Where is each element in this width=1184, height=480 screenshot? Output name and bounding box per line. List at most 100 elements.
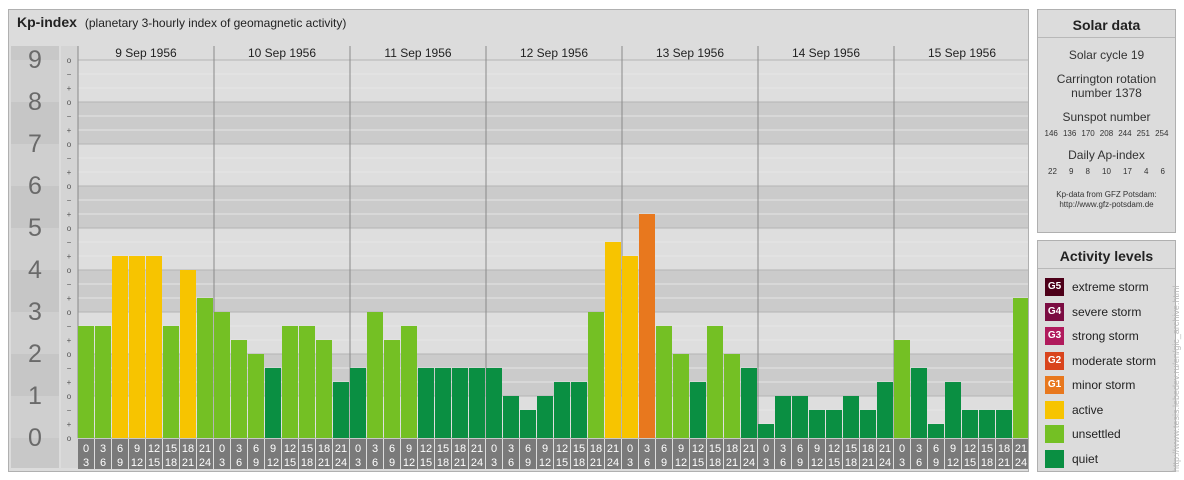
kp-bar bbox=[146, 256, 162, 438]
kp-bar bbox=[112, 256, 128, 438]
hour-end-label: 15 bbox=[284, 457, 296, 469]
y-band bbox=[11, 186, 59, 228]
hour-end-label: 24 bbox=[335, 457, 347, 469]
sub-tick: − bbox=[67, 70, 72, 79]
kp-bar bbox=[588, 312, 604, 438]
hour-start-label: 9 bbox=[814, 443, 820, 455]
legend-item: G5 extreme storm bbox=[1038, 275, 1175, 300]
hour-start-label: 18 bbox=[590, 443, 602, 455]
day-label: 9 Sep 1956 bbox=[115, 46, 177, 60]
hour-start-label: 12 bbox=[420, 443, 432, 455]
legend-label: moderate storm bbox=[1072, 353, 1157, 368]
solar-data-title: Solar data bbox=[1038, 10, 1175, 38]
hour-cell bbox=[911, 439, 927, 469]
hour-end-label: 6 bbox=[780, 457, 786, 469]
credit-line2: http://www.gfz-potsdam.de bbox=[1059, 200, 1154, 209]
hour-cell bbox=[503, 439, 519, 469]
hour-end-label: 21 bbox=[454, 457, 466, 469]
level-band bbox=[78, 228, 1028, 270]
hour-start-label: 15 bbox=[437, 443, 449, 455]
ap-value: 22 bbox=[1048, 167, 1057, 176]
day-label: 11 Sep 1956 bbox=[384, 46, 451, 60]
kp-bar bbox=[622, 256, 638, 438]
hour-end-label: 15 bbox=[964, 457, 976, 469]
hour-end-label: 3 bbox=[491, 457, 497, 469]
sub-tick: + bbox=[67, 378, 72, 387]
sunspot-label: Sunspot number bbox=[1062, 110, 1151, 124]
hour-cell bbox=[146, 439, 162, 469]
hour-end-label: 21 bbox=[862, 457, 874, 469]
hour-cell bbox=[741, 439, 757, 469]
hour-end-label: 6 bbox=[916, 457, 922, 469]
hour-start-label: 18 bbox=[182, 443, 194, 455]
hour-end-label: 18 bbox=[845, 457, 857, 469]
hour-end-label: 15 bbox=[148, 457, 160, 469]
hour-start-label: 18 bbox=[998, 443, 1010, 455]
kp-bar bbox=[707, 325, 723, 438]
hour-end-label: 18 bbox=[981, 457, 993, 469]
kp-bar bbox=[282, 325, 298, 438]
hour-end-label: 24 bbox=[199, 457, 211, 469]
hour-cell bbox=[78, 439, 94, 469]
hour-cell bbox=[571, 439, 587, 469]
hour-end-label: 18 bbox=[709, 457, 721, 469]
y-band bbox=[11, 228, 59, 270]
hour-start-label: 18 bbox=[862, 443, 874, 455]
kp-bar bbox=[690, 382, 706, 438]
hour-end-label: 21 bbox=[318, 457, 330, 469]
ap-values: 22 9 8 10 17 4 6 bbox=[1042, 167, 1171, 176]
kp-bar bbox=[520, 409, 536, 438]
day-label: 14 Sep 1956 bbox=[792, 46, 860, 60]
hour-start-label: 0 bbox=[83, 443, 89, 455]
kp-bar bbox=[214, 312, 230, 438]
hour-start-label: 3 bbox=[372, 443, 378, 455]
kp-chart-panel: Kp-index (planetary 3-hourly index of geo… bbox=[8, 9, 1029, 472]
hour-start-label: 15 bbox=[845, 443, 857, 455]
hour-cell bbox=[435, 439, 451, 469]
legend-swatch: G1 bbox=[1045, 376, 1064, 395]
kp-bar bbox=[877, 382, 893, 438]
hour-cell bbox=[248, 439, 264, 469]
legend-swatch bbox=[1045, 425, 1064, 444]
kp-bar bbox=[843, 396, 859, 438]
hour-start-label: 12 bbox=[284, 443, 296, 455]
sunspot-value: 254 bbox=[1155, 129, 1169, 138]
legend-swatch: G4 bbox=[1045, 302, 1064, 321]
hour-cell bbox=[401, 439, 417, 469]
level-band bbox=[78, 270, 1028, 312]
y-tick-label: 1 bbox=[28, 382, 42, 410]
side-credit: http://www.tesis.lebedev.ru/en/gic_archi… bbox=[1171, 285, 1181, 472]
hour-start-label: 9 bbox=[950, 443, 956, 455]
sub-tick: o bbox=[67, 140, 72, 149]
sunspot-value: 251 bbox=[1136, 129, 1150, 138]
hour-start-label: 6 bbox=[661, 443, 667, 455]
y-band bbox=[11, 102, 59, 144]
ap-value: 10 bbox=[1102, 167, 1111, 176]
activity-levels-panel: Activity levels G5 extreme storm G4 severe … bbox=[1037, 240, 1176, 472]
hour-cell bbox=[588, 439, 604, 469]
hour-start-label: 21 bbox=[199, 443, 211, 455]
hour-start-label: 21 bbox=[471, 443, 483, 455]
hour-end-label: 21 bbox=[726, 457, 738, 469]
sub-tick: + bbox=[67, 294, 72, 303]
hour-end-label: 21 bbox=[998, 457, 1010, 469]
activity-levels-title: Activity levels bbox=[1038, 241, 1175, 269]
solar-cycle: Solar cycle 19 bbox=[1068, 48, 1145, 62]
hour-start-label: 12 bbox=[148, 443, 160, 455]
hour-end-label: 6 bbox=[372, 457, 378, 469]
y-band bbox=[11, 144, 59, 186]
hour-cell bbox=[928, 439, 944, 469]
hour-cell bbox=[843, 439, 859, 469]
hour-start-label: 21 bbox=[607, 443, 619, 455]
kp-bar bbox=[78, 325, 94, 438]
hour-end-label: 24 bbox=[879, 457, 891, 469]
kp-bar bbox=[979, 409, 995, 438]
hour-end-label: 9 bbox=[933, 457, 939, 469]
hour-start-label: 15 bbox=[573, 443, 585, 455]
kp-bar bbox=[724, 354, 740, 438]
hour-cell bbox=[605, 439, 621, 469]
hour-cell bbox=[826, 439, 842, 469]
hour-end-label: 9 bbox=[525, 457, 531, 469]
hour-cell bbox=[112, 439, 128, 469]
hour-start-label: 0 bbox=[491, 443, 497, 455]
